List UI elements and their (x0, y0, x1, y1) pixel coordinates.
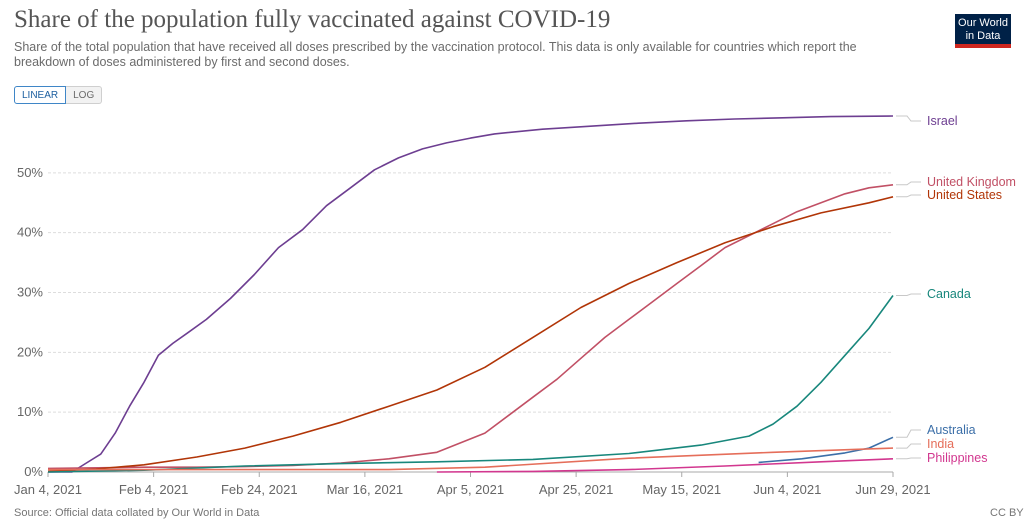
x-axis-ticks: Jan 4, 2021 Feb 4, 2021 Feb 24, 2021 Mar 16… (14, 472, 931, 497)
log-scale-button[interactable]: LOG (66, 86, 103, 104)
label-connector (896, 293, 921, 296)
label-connector (896, 429, 921, 438)
series-line-philippines[interactable] (436, 458, 894, 473)
chart-subtitle: Share of the total population that have … (14, 40, 857, 69)
label-connector (896, 443, 921, 449)
series-label[interactable]: United States (927, 188, 1002, 202)
y-tick-label: 30% (17, 285, 43, 300)
owid-logo[interactable]: Our World in Data (955, 14, 1011, 48)
logo-line-2: in Data (965, 30, 1001, 42)
x-tick-label: Jun 29, 2021 (855, 482, 930, 497)
series-line-india[interactable] (48, 447, 894, 471)
scale-toggle: LINEAR LOG (14, 86, 103, 104)
series-label[interactable]: United Kingdom (927, 175, 1016, 189)
gridlines (48, 172, 893, 473)
label-connector (896, 115, 921, 122)
x-tick-label: Apr 5, 2021 (437, 482, 504, 497)
source-note: Source: Official data collated by Our Wo… (14, 507, 260, 519)
y-tick-label: 0% (24, 464, 43, 479)
series-label[interactable]: Australia (927, 423, 976, 437)
x-tick-label: Feb 24, 2021 (221, 482, 298, 497)
series-label[interactable]: Philippines (927, 451, 987, 465)
y-axis-ticks: 0% 10% 20% 30% 40% 50% (17, 165, 43, 479)
y-tick-label: 40% (17, 225, 43, 240)
x-tick-label: Mar 16, 2021 (327, 482, 404, 497)
series-line-canada[interactable] (47, 295, 894, 473)
x-tick-label: Feb 4, 2021 (119, 482, 188, 497)
series-line-united-states[interactable] (47, 196, 894, 473)
series-line-australia[interactable] (758, 436, 894, 464)
logo-line-1: Our World (958, 17, 1008, 29)
series-line-united-kingdom[interactable] (47, 184, 894, 470)
series-label[interactable]: India (927, 437, 954, 451)
line-chart: 0% 10% 20% 30% 40% 50% Jan 4, 2021 Feb 4, 2021… (14, 114, 1016, 497)
chart-title: Share of the population fully vaccinated… (14, 6, 611, 33)
x-tick-label: Jun 4, 2021 (753, 482, 821, 497)
y-tick-label: 50% (17, 165, 43, 180)
y-tick-label: 10% (17, 404, 43, 419)
label-connector (896, 181, 921, 186)
license-label[interactable]: CC BY (990, 507, 1024, 519)
x-tick-label: Jan 4, 2021 (14, 482, 82, 497)
series-label[interactable]: Israel (927, 114, 958, 128)
linear-scale-button[interactable]: LINEAR (14, 86, 67, 104)
y-tick-label: 20% (17, 344, 43, 359)
series-lines (47, 115, 894, 473)
series-label[interactable]: Canada (927, 287, 971, 301)
label-connector (896, 457, 921, 460)
label-connector (896, 194, 921, 198)
series-line-israel[interactable] (48, 115, 894, 473)
x-tick-label: May 15, 2021 (642, 482, 721, 497)
x-tick-label: Apr 25, 2021 (539, 482, 613, 497)
